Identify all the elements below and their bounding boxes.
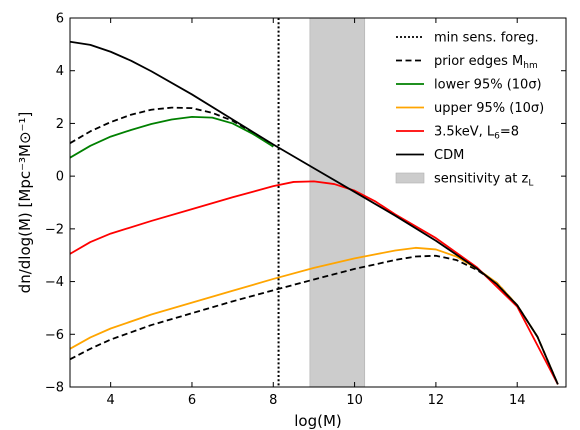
y-tick-label: −2 [45,222,64,237]
legend-label: min sens. foreg. [434,31,539,46]
legend-swatch [395,172,425,184]
legend-item-1: prior edges Mhm [396,54,538,71]
series-line-5 [70,40,559,385]
x-tick-label: 4 [107,393,115,408]
legend-label: lower 95% (10σ) [434,78,542,93]
legend-item-5: CDM [396,148,464,163]
y-tick-label: 4 [56,64,64,79]
series-line-4 [70,180,559,385]
plot-frame [69,17,567,388]
plot-area [70,18,559,387]
x-tick-label: 8 [269,393,277,408]
legend-label: sensitivity at zL [434,172,533,189]
legend-label: CDM [434,148,464,163]
x-tick-label: 10 [346,393,363,408]
x-tick-label: 14 [509,393,526,408]
y-tick-label: 2 [56,117,64,132]
legend: min sens. foreg. prior edges Mhm lower 95%… [395,31,544,189]
x-tick-label: 12 [428,393,445,408]
legend-item-4: 3.5keV, L6=8 [396,125,519,142]
legend-label: prior edges Mhm [434,54,538,71]
legend-label: upper 95% (10σ) [434,101,544,116]
sensitivity-band [309,18,366,387]
y-tick-label: −8 [45,381,64,396]
plot-clip-group [70,18,559,387]
series-line-0 [70,106,274,148]
legend-item-3: upper 95% (10σ) [396,101,544,116]
x-axis-label: log(M) [294,412,342,430]
y-tick-label: −6 [45,328,64,343]
y-tick-label: 6 [56,12,64,27]
legend-item-6: sensitivity at zL [395,172,533,189]
series-line-2 [70,115,274,159]
axes-ticks: 4 6 8 10 12 14 −8 −6 −4 −2 0 2 4 6 [45,12,566,408]
legend-label: 3.5keV, L6=8 [434,125,519,142]
y-tick-label: 0 [56,170,64,185]
series-line-1 [70,254,559,385]
y-tick-label: −4 [45,275,64,290]
y-axis-label: dn/dlog(M) [Mpc⁻³M⊙⁻¹] [16,112,34,294]
x-tick-label: 6 [188,393,196,408]
legend-item-2: lower 95% (10σ) [396,78,542,93]
legend-item-0: min sens. foreg. [396,31,539,46]
